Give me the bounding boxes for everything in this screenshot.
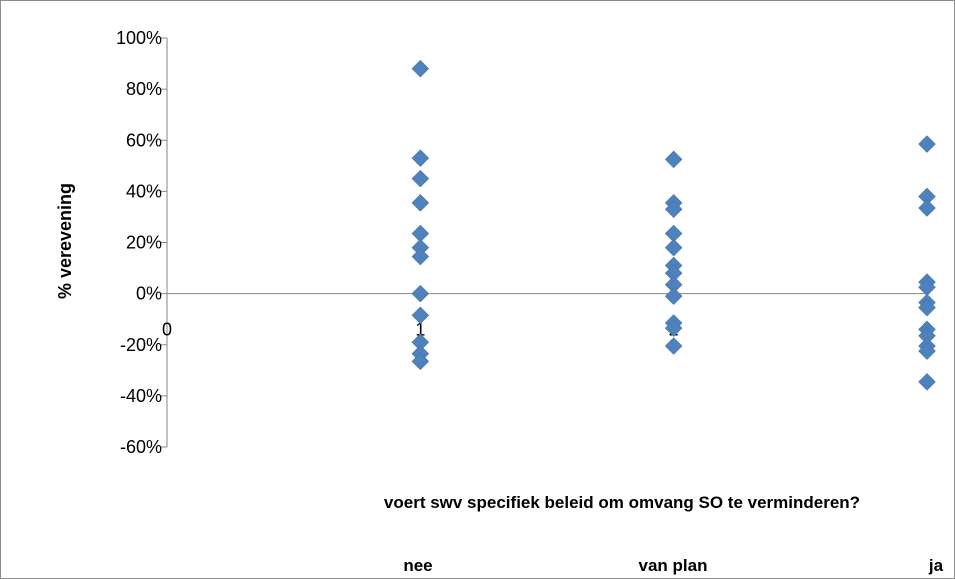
x-tick-label: 0 — [162, 320, 172, 340]
data-point — [918, 298, 936, 317]
y-tick-label: -20% — [120, 335, 162, 355]
data-point — [918, 342, 936, 360]
data-point — [664, 150, 683, 169]
y-tick-label: -60% — [120, 437, 162, 457]
data-point — [664, 200, 683, 219]
data-point — [664, 337, 683, 355]
category-label-van-plan: van plan — [639, 556, 708, 575]
x-ticks: 0123 — [162, 293, 932, 340]
y-tick-label: 0% — [136, 284, 162, 304]
data-point — [411, 59, 430, 78]
y-tick-label: 80% — [126, 79, 162, 99]
y-axis-title: % verevening — [55, 183, 75, 299]
data-point — [411, 352, 430, 371]
data-point — [664, 319, 683, 337]
data-point — [664, 287, 683, 306]
data-point — [411, 194, 430, 212]
y-tick-label: 40% — [126, 181, 162, 201]
data-points — [411, 59, 936, 391]
x-tick-label: 1 — [415, 320, 425, 340]
y-tick-label: 20% — [126, 233, 162, 253]
data-point — [411, 169, 430, 188]
data-point — [411, 284, 430, 303]
data-point — [411, 306, 430, 325]
data-point — [918, 135, 936, 153]
data-point — [411, 247, 430, 266]
y-tick-label: -40% — [120, 386, 162, 406]
axes — [166, 38, 927, 447]
data-point — [664, 238, 683, 257]
category-labels: nee van plan ja — [403, 556, 943, 575]
data-point — [411, 149, 430, 167]
data-point — [918, 199, 936, 217]
category-label-nee: nee — [403, 556, 432, 575]
y-tick-label: 60% — [126, 130, 162, 150]
y-ticks: 100% 80% 60% 40% 20% 0% -20% -40% -60% — [116, 28, 167, 457]
x-axis-title: voert swv specifiek beleid om omvang SO … — [384, 493, 860, 512]
data-point — [918, 372, 936, 391]
category-label-ja: ja — [928, 556, 944, 575]
y-tick-label: 100% — [116, 28, 162, 48]
